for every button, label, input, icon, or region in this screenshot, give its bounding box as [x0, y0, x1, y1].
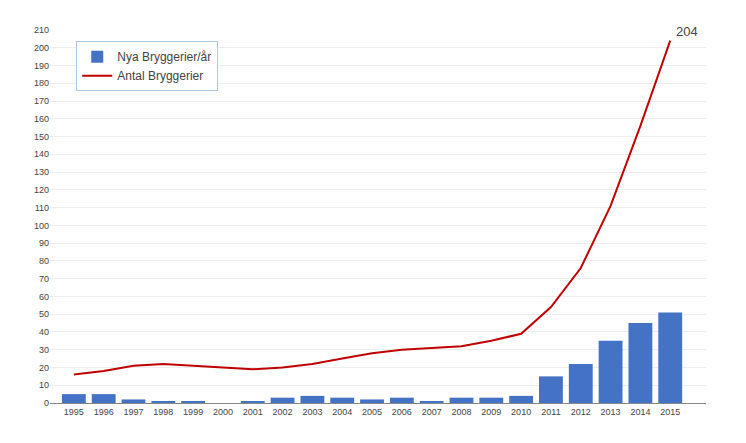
- svg-text:Nya Bryggerier/år: Nya Bryggerier/år: [117, 50, 211, 64]
- svg-text:2005: 2005: [362, 407, 382, 417]
- svg-text:170: 170: [34, 96, 49, 106]
- svg-text:150: 150: [34, 132, 49, 142]
- svg-text:1998: 1998: [153, 407, 173, 417]
- svg-text:60: 60: [39, 292, 49, 302]
- svg-text:1995: 1995: [64, 407, 84, 417]
- svg-text:10: 10: [39, 380, 49, 390]
- svg-text:2004: 2004: [332, 407, 352, 417]
- svg-text:2009: 2009: [481, 407, 501, 417]
- svg-text:2006: 2006: [392, 407, 412, 417]
- svg-text:30: 30: [39, 345, 49, 355]
- svg-text:130: 130: [34, 167, 49, 177]
- svg-text:1999: 1999: [183, 407, 203, 417]
- svg-text:2001: 2001: [243, 407, 263, 417]
- svg-text:120: 120: [34, 185, 49, 195]
- svg-text:90: 90: [39, 238, 49, 248]
- svg-text:100: 100: [34, 221, 49, 231]
- svg-text:140: 140: [34, 149, 49, 159]
- svg-text:2011: 2011: [541, 407, 560, 417]
- svg-text:80: 80: [39, 256, 49, 266]
- svg-text:2007: 2007: [422, 407, 442, 417]
- svg-text:204: 204: [676, 24, 698, 39]
- svg-text:180: 180: [34, 78, 49, 88]
- svg-text:1996: 1996: [94, 407, 114, 417]
- svg-text:0: 0: [44, 398, 49, 408]
- svg-text:2000: 2000: [213, 407, 233, 417]
- svg-text:110: 110: [35, 203, 49, 213]
- svg-text:1997: 1997: [123, 407, 143, 417]
- svg-text:2014: 2014: [630, 407, 650, 417]
- svg-text:2013: 2013: [601, 407, 621, 417]
- svg-text:210: 210: [34, 25, 49, 35]
- svg-text:20: 20: [39, 363, 49, 373]
- svg-text:200: 200: [34, 43, 49, 53]
- svg-text:2015: 2015: [660, 407, 680, 417]
- svg-text:2003: 2003: [302, 407, 322, 417]
- svg-text:Antal Bryggerier: Antal Bryggerier: [117, 69, 203, 83]
- svg-text:190: 190: [34, 61, 49, 71]
- svg-text:40: 40: [39, 327, 49, 337]
- svg-text:70: 70: [39, 274, 49, 284]
- svg-text:2010: 2010: [511, 407, 531, 417]
- svg-text:2008: 2008: [451, 407, 471, 417]
- svg-text:2012: 2012: [571, 407, 591, 417]
- svg-text:2002: 2002: [273, 407, 293, 417]
- svg-text:50: 50: [39, 309, 49, 319]
- svg-text:160: 160: [34, 114, 49, 124]
